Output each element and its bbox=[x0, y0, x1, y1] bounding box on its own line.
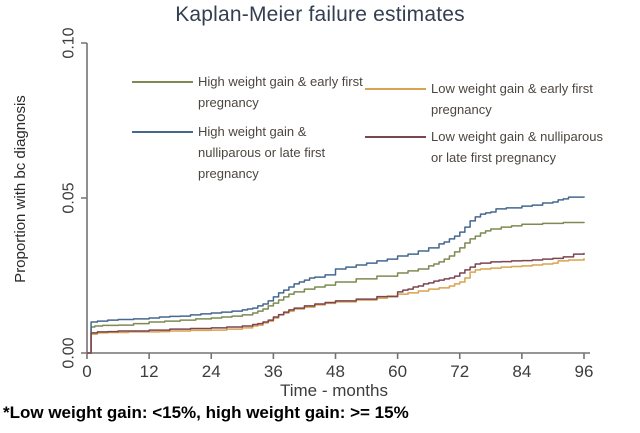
y-tick-label: 0.10 bbox=[61, 27, 78, 58]
legend-label-line: pregnancy bbox=[431, 102, 492, 117]
legend-label-line: High weight gain & early first bbox=[198, 74, 363, 89]
y-axis-label: Proportion with bc diagnosis bbox=[12, 95, 29, 283]
legend-line-swatch-olive bbox=[132, 81, 193, 83]
legend-entry-high-gain-nulliparous: High weight gain & nulliparous or late f… bbox=[132, 121, 325, 184]
km-curve-series-0 bbox=[87, 221, 585, 354]
legend-label-line: High weight gain & bbox=[198, 124, 307, 139]
x-axis-label: Time - months bbox=[279, 381, 388, 400]
legend-label-line: pregnancy bbox=[198, 166, 259, 181]
legend-label-line: or late first pregnancy bbox=[431, 150, 557, 165]
x-tick-label: 84 bbox=[512, 362, 531, 381]
y-tick-label: 0.00 bbox=[61, 337, 78, 368]
y-tick-label: 0.05 bbox=[61, 182, 78, 213]
axes-lines bbox=[81, 42, 590, 354]
x-tick-label: 48 bbox=[326, 362, 345, 381]
km-curve-series-3 bbox=[87, 252, 585, 354]
x-tick-label: 36 bbox=[264, 362, 283, 381]
legend-entry-low-gain-nulliparous: Low weight gain & nulliparous or late fi… bbox=[365, 126, 603, 168]
x-tick-label: 12 bbox=[140, 362, 159, 381]
legend-line-swatch-maroon bbox=[365, 136, 426, 138]
legend-label-line: nulliparous or late first bbox=[198, 145, 326, 160]
x-tick-label: 24 bbox=[202, 362, 221, 381]
legend-entry-low-gain-early-pregnancy: Low weight gain & early first pregnancy bbox=[365, 78, 593, 120]
x-tick-label: 96 bbox=[575, 362, 594, 381]
x-tick-label: 72 bbox=[450, 362, 469, 381]
legend-line-swatch-orange bbox=[365, 88, 426, 90]
legend-label-line: Low weight gain & nulliparous bbox=[431, 129, 603, 144]
chart-title: Kaplan-Meier failure estimates bbox=[175, 3, 465, 26]
km-curve-series-1 bbox=[87, 196, 585, 354]
x-tick-label: 60 bbox=[388, 362, 407, 381]
legend-entry-high-gain-early-pregnancy: High weight gain & early first pregnancy bbox=[132, 71, 363, 113]
legend-line-swatch-blue bbox=[132, 131, 193, 133]
legend-label-line: Low weight gain & early first bbox=[431, 81, 593, 96]
x-tick-label: 0 bbox=[82, 362, 91, 381]
footnote-weight-gain-definition: *Low weight gain: <15%, high weight gain… bbox=[3, 403, 409, 422]
legend-label-line: pregnancy bbox=[198, 95, 259, 110]
